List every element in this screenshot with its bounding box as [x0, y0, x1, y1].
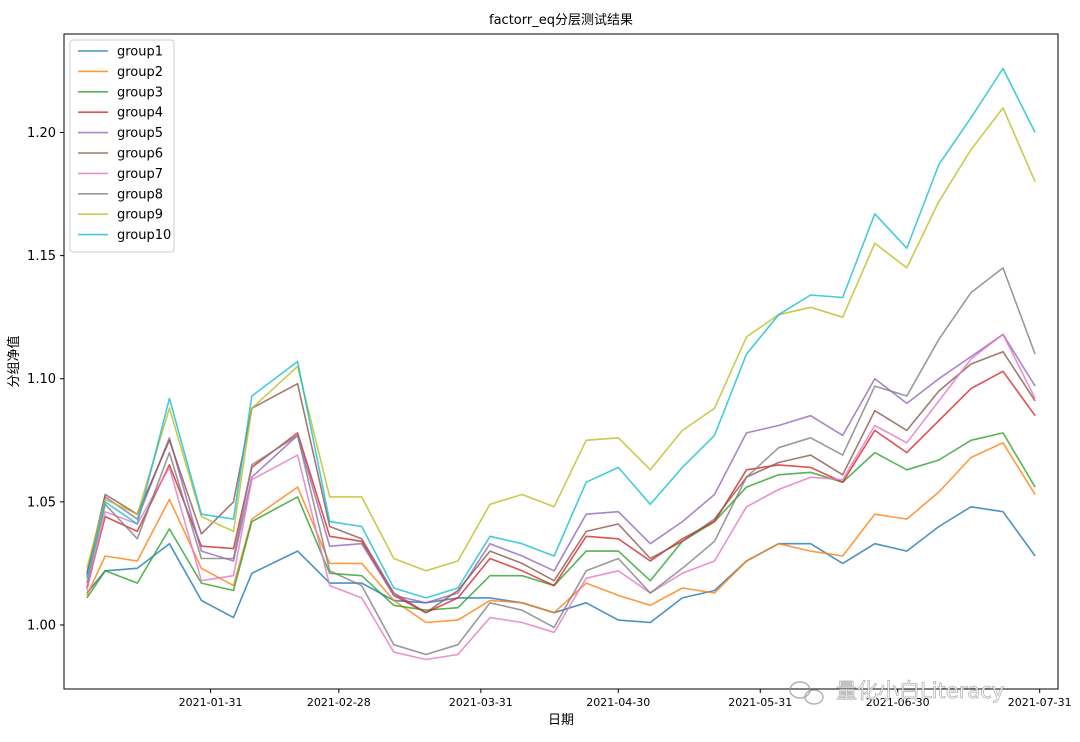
y-tick-label: 1.20 [27, 126, 56, 141]
legend-label-group6: group6 [117, 147, 163, 162]
legend-label-group5: group5 [117, 126, 163, 141]
chart-title: factorr_eq分层测试结果 [489, 13, 633, 28]
legend-label-group7: group7 [117, 167, 163, 182]
series-line-group2 [86, 441, 1036, 624]
watermark-text: 量化小白Literacy [836, 679, 1004, 703]
legend-label-group2: group2 [117, 65, 163, 80]
series-line-group5 [86, 333, 1036, 604]
wechat-icon [789, 681, 824, 705]
y-tick-label: 1.05 [27, 495, 56, 510]
x-tick-label: 2021-01-31 [179, 696, 243, 709]
series-line-group6 [86, 350, 1036, 614]
legend-label-group8: group8 [117, 187, 163, 202]
legend-label-group1: group1 [117, 45, 163, 60]
plot-area [64, 34, 1058, 689]
series-layer [86, 67, 1036, 661]
series-line-group10 [86, 67, 1036, 599]
x-tick-label: 2021-07-31 [1008, 696, 1072, 709]
series-line-group9 [86, 107, 1036, 572]
y-axis-title: 分组净值 [6, 335, 22, 387]
watermark: 量化小白Literacy [789, 679, 1005, 705]
y-tick-label: 1.15 [27, 249, 56, 264]
x-tick-label: 2021-05-31 [728, 696, 792, 709]
axes-frame [63, 33, 1059, 690]
legend-label-group3: group3 [117, 85, 163, 100]
x-tick-label: 2021-03-31 [449, 696, 513, 709]
y-tick-label: 1.00 [27, 618, 56, 633]
series-line-group4 [86, 370, 1036, 614]
y-tick-label: 1.10 [27, 372, 56, 387]
x-tick-label: 2021-06-30 [866, 696, 930, 709]
legend: group1 group2 group3 group4 group5 group6 grou… [69, 39, 175, 253]
x-tick-label: 2021-04-30 [586, 696, 650, 709]
legend-label-group10: group10 [117, 228, 171, 243]
legend-label-group9: group9 [117, 208, 163, 223]
x-axis-title: 日期 [548, 713, 574, 728]
x-tick-label: 2021-02-28 [307, 696, 371, 709]
series-line-group7 [86, 333, 1036, 661]
series-line-group8 [86, 267, 1036, 656]
legend-label-group4: group4 [117, 106, 163, 121]
legend-box [69, 39, 175, 253]
